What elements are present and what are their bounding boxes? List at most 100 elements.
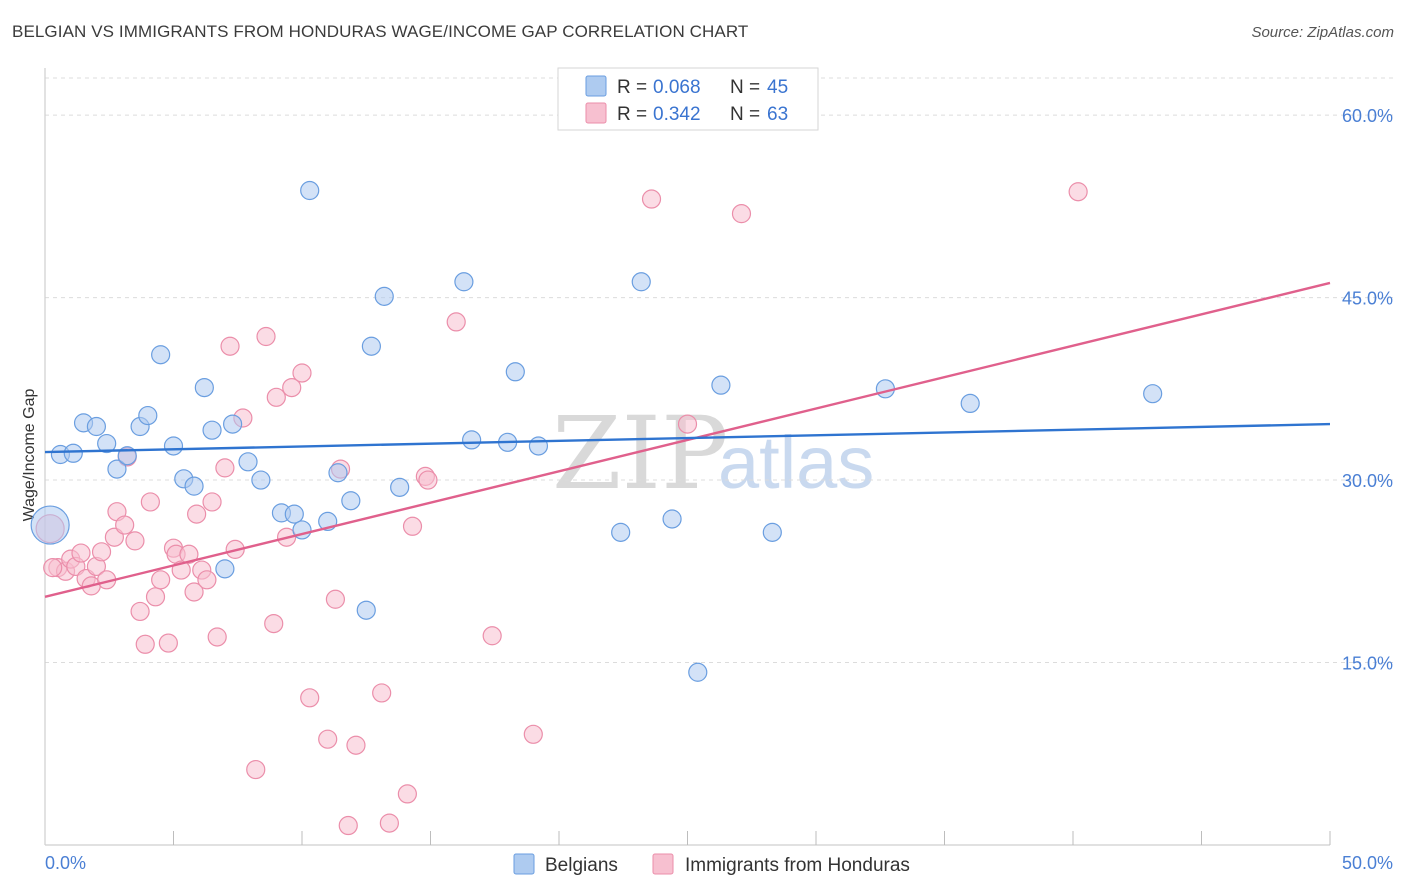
honduras-point: [158, 633, 178, 653]
honduras-point: [215, 458, 235, 478]
honduras-point: [372, 683, 392, 703]
legend-honduras-swatch: [652, 853, 674, 875]
y-tick-label: 30.0%: [1342, 471, 1393, 491]
honduras-point: [1068, 182, 1088, 202]
trend-lines: [44, 281, 1331, 598]
honduras-point: [179, 544, 199, 564]
legend-r-value-belgians: 0.068: [653, 77, 701, 98]
belgians-point: [611, 522, 631, 542]
honduras-point: [641, 189, 662, 209]
x-tick-label-max: 50.0%: [1342, 853, 1393, 873]
belgians-point: [356, 600, 376, 620]
belgians-point: [223, 414, 243, 434]
honduras-point: [292, 363, 312, 383]
x-tick-label-min: 0.0%: [45, 853, 86, 873]
chart-title: BELGIAN VS IMMIGRANTS FROM HONDURAS WAGE…: [12, 22, 749, 41]
belgians-trend-line: [44, 422, 1331, 454]
honduras-trend-line: [44, 281, 1331, 598]
legend-belgians-label: Belgians: [545, 855, 618, 876]
belgians-point: [86, 416, 107, 437]
belgians-point: [1143, 384, 1163, 404]
honduras-point: [125, 531, 145, 551]
belgians-point: [762, 522, 782, 542]
honduras-point: [523, 724, 543, 744]
honduras-point: [379, 813, 399, 833]
belgians-point: [215, 559, 235, 579]
honduras-point: [482, 626, 502, 646]
belgians-point: [238, 452, 258, 472]
honduras-point: [115, 515, 135, 535]
belgians-point: [462, 430, 482, 450]
honduras-point: [91, 542, 112, 562]
watermark: ZIP atlas: [552, 395, 874, 512]
honduras-point: [71, 543, 91, 563]
honduras-point: [145, 587, 166, 607]
honduras-point: [402, 516, 423, 536]
belgians-point: [300, 180, 320, 201]
legend-r-label-honduras: R =: [617, 104, 647, 125]
honduras-point: [282, 377, 302, 398]
series-legend: Belgians Immigrants from Honduras: [513, 853, 910, 876]
belgians-point: [251, 470, 271, 490]
y-tick-label: 60.0%: [1342, 106, 1393, 126]
belgians-point: [151, 345, 171, 365]
honduras-swatch: [585, 102, 607, 124]
legend-n-label-honduras: N =: [730, 104, 760, 125]
honduras-point: [207, 627, 227, 647]
honduras-point: [397, 784, 417, 804]
belgians-point: [711, 375, 731, 395]
belgians-point: [374, 286, 394, 306]
belgians-point: [361, 336, 381, 356]
belgians-point: [960, 393, 980, 414]
belgians-point: [341, 491, 361, 511]
belgians-point: [202, 420, 222, 440]
honduras-point: [220, 336, 240, 356]
belgians-swatch: [585, 75, 607, 97]
belgians-point: [688, 662, 708, 682]
stats-legend: R = 0.068 N = 45 R = 0.342 N = 63: [557, 67, 819, 131]
honduras-point: [731, 204, 752, 224]
y-tick-label: 45.0%: [1342, 289, 1393, 309]
honduras-point: [130, 601, 150, 622]
honduras-point: [43, 558, 63, 578]
belgians-point: [107, 459, 127, 479]
belgians-point: [631, 272, 651, 292]
honduras-point: [140, 492, 160, 512]
honduras-point: [184, 582, 204, 602]
belgians-point: [328, 463, 348, 483]
legend-n-label-belgians: N =: [730, 77, 760, 98]
legend-belgians-swatch: [513, 853, 535, 875]
honduras-point: [202, 492, 222, 512]
honduras-point: [318, 729, 338, 749]
belgians-point: [194, 377, 214, 398]
honduras-point: [300, 688, 320, 708]
belgians-point: [284, 504, 304, 524]
belgians-point: [163, 436, 184, 456]
source-label: Source: ZipAtlas.com: [1251, 24, 1394, 41]
honduras-point: [418, 470, 438, 490]
belgians-point: [662, 509, 682, 529]
belgians-point: [390, 477, 410, 497]
watermark-zip: ZIP: [552, 395, 728, 512]
x-ticks: [173, 831, 1331, 845]
belgians-point: [138, 405, 158, 426]
legend-n-value-belgians: 45: [767, 77, 788, 98]
honduras-point: [325, 589, 346, 609]
honduras-point: [187, 504, 207, 524]
belgians-point: [528, 436, 549, 456]
y-axis-title: Wage/Income Gap: [21, 389, 38, 522]
honduras-point: [264, 613, 284, 634]
honduras-point: [135, 634, 155, 654]
honduras-point: [677, 414, 698, 434]
belgians-point: [505, 362, 525, 382]
honduras-point: [246, 759, 266, 780]
belgians-point: [97, 433, 117, 454]
belgians-point: [63, 443, 83, 463]
y-tick-label: 15.0%: [1342, 654, 1393, 674]
gridlines: [45, 77, 1393, 664]
legend-n-value-honduras: 63: [767, 104, 788, 125]
honduras-point: [256, 326, 276, 347]
belgians-point: [184, 476, 204, 496]
honduras-point: [446, 312, 466, 332]
